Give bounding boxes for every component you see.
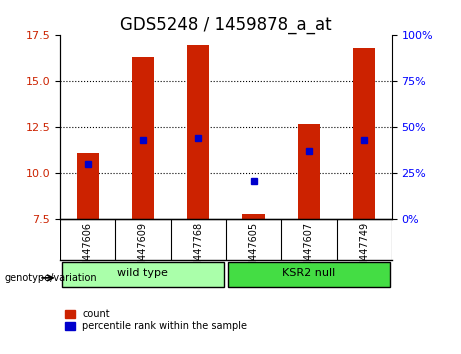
Bar xyxy=(132,57,154,219)
Bar xyxy=(62,262,224,287)
Text: GSM447605: GSM447605 xyxy=(248,222,259,281)
Bar xyxy=(187,45,209,219)
Text: GSM447768: GSM447768 xyxy=(193,222,203,281)
Text: genotype/variation: genotype/variation xyxy=(5,273,97,283)
Text: wild type: wild type xyxy=(118,268,168,278)
Bar xyxy=(242,214,265,219)
Text: GSM447606: GSM447606 xyxy=(83,222,93,280)
Title: GDS5248 / 1459878_a_at: GDS5248 / 1459878_a_at xyxy=(120,16,332,34)
Bar xyxy=(298,124,320,219)
Text: GSM447749: GSM447749 xyxy=(359,222,369,281)
Bar xyxy=(77,153,99,219)
Legend: count, percentile rank within the sample: count, percentile rank within the sample xyxy=(65,309,247,331)
Text: GSM447607: GSM447607 xyxy=(304,222,314,281)
Text: GSM447609: GSM447609 xyxy=(138,222,148,280)
Bar xyxy=(353,48,375,219)
Text: KSR2 null: KSR2 null xyxy=(282,268,336,278)
Bar xyxy=(228,262,390,287)
